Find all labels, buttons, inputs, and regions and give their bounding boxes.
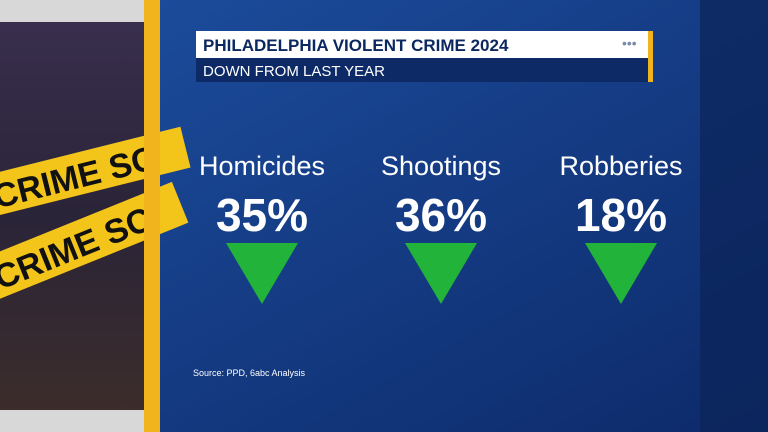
photo-frame — [0, 410, 148, 432]
source: Source: PPD, 6abc Analysis — [193, 368, 306, 378]
right-edge — [700, 0, 768, 432]
photo: CRIME SC CRIME SC — [0, 0, 191, 432]
divider — [144, 0, 160, 432]
title: PHILADELPHIA VIOLENT CRIME 2024 — [203, 36, 509, 55]
stat-value: 18% — [575, 189, 667, 241]
stat-label: Homicides — [199, 151, 325, 181]
stats: Homicides 35% Shootings 36% Robberies 18% — [199, 151, 683, 304]
subtitle-box — [196, 58, 648, 82]
down-arrow — [585, 243, 657, 304]
down-arrow — [405, 243, 477, 304]
stat-value: 36% — [395, 189, 487, 241]
tape-strip — [0, 126, 191, 221]
menu-dots: ••• — [622, 35, 637, 51]
title-accent — [648, 31, 653, 82]
title-box — [196, 31, 652, 58]
stat-label: Shootings — [381, 151, 501, 181]
stat-value: 35% — [216, 189, 308, 241]
stat-label: Robberies — [559, 151, 682, 181]
tape-strip — [0, 181, 189, 309]
subtitle: DOWN FROM LAST YEAR — [203, 63, 385, 80]
photo-frame — [0, 0, 148, 22]
down-arrow — [226, 243, 298, 304]
